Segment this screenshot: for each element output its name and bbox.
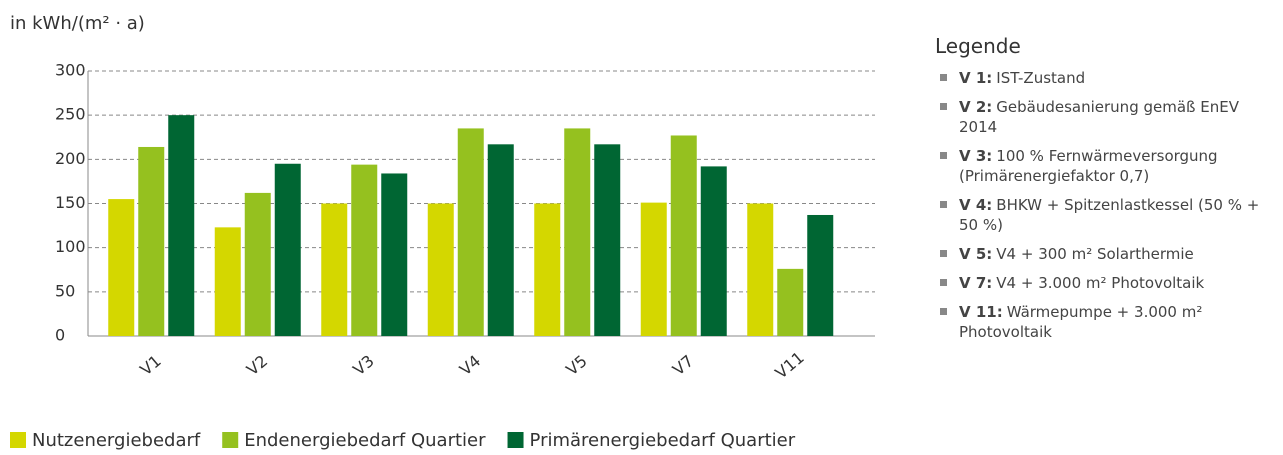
- legend-item-text: Gebäudesanierung gemäß EnEV 2014: [959, 98, 1239, 136]
- legend-item: V 3: 100 % Fernwärmeversorgung (Primärene…: [935, 146, 1275, 186]
- legend-item: V 1: IST-Zustand: [935, 68, 1275, 88]
- bar: [807, 214, 834, 336]
- legend-panel-title: Legende: [935, 34, 1021, 58]
- bar: [168, 115, 195, 337]
- bar: [747, 203, 774, 336]
- bar: [244, 192, 271, 336]
- legend-item-label: V 3:: [959, 147, 993, 165]
- legend-item: V 4: BHKW + Spitzenlastkessel (50 % + 50 …: [935, 195, 1275, 235]
- bar: [564, 128, 591, 336]
- legend-label: Endenergiebedarf Quartier: [244, 430, 486, 451]
- legend-label: Nutzenergiebedarf: [32, 430, 201, 451]
- legend-item-label: V 1:: [959, 69, 993, 87]
- legend-item-text: 100 % Fernwärmeversorgung (Primärenergie…: [959, 147, 1218, 185]
- bar: [777, 268, 804, 336]
- y-tick-label: 50: [55, 281, 75, 300]
- legend-item-text: V4 + 3.000 m² Photovoltaik: [996, 274, 1205, 292]
- legend-item: V 2: Gebäudesanierung gemäß EnEV 2014: [935, 97, 1275, 137]
- bar: [594, 144, 621, 336]
- legend-item-label: V 7:: [959, 274, 993, 292]
- bar: [321, 203, 348, 336]
- legend-item-text: V4 + 300 m² Solarthermie: [996, 245, 1194, 263]
- bar: [381, 173, 408, 336]
- legend-item-label: V 11:: [959, 303, 1003, 321]
- legend-panel: Legende V 1: IST-Zustand V 2: Gebäudesanier…: [935, 34, 1275, 351]
- bar: [670, 135, 697, 336]
- y-tick-label: 200: [55, 149, 86, 168]
- x-tick-label: V7: [669, 351, 697, 379]
- bar: [487, 144, 514, 336]
- y-axis-label: in kWh/(m² · a): [10, 13, 145, 34]
- bar: [138, 146, 165, 336]
- bar: [214, 227, 241, 336]
- legend-item: V 11: Wärmepumpe + 3.000 m² Photovoltaik: [935, 302, 1275, 342]
- legend-item: V 5: V4 + 300 m² Solarthermie: [935, 244, 1275, 264]
- legend-item-text: IST-Zustand: [996, 69, 1086, 87]
- y-tick-label: 150: [55, 193, 86, 212]
- legend-label: Primärenergiebedarf Quartier: [530, 430, 796, 451]
- x-tick-label: V11: [772, 348, 808, 383]
- legend-item-label: V 2:: [959, 98, 993, 116]
- bar: [427, 203, 454, 336]
- x-tick-label: V1: [136, 351, 164, 379]
- legend-swatch: [507, 432, 524, 448]
- legend-swatch: [222, 432, 239, 448]
- y-tick-label: 250: [55, 105, 86, 124]
- legend-item-label: V 4:: [959, 196, 993, 214]
- y-tick-label: 0: [55, 326, 65, 345]
- x-tick-label: V2: [243, 351, 271, 379]
- bar: [457, 128, 484, 336]
- bar: [534, 203, 561, 336]
- legend-item-label: V 5:: [959, 245, 993, 263]
- y-tick-label: 100: [55, 237, 86, 256]
- bar: [351, 164, 378, 336]
- x-tick-label: V4: [456, 351, 484, 379]
- legend-item-text: BHKW + Spitzenlastkessel (50 % + 50 %): [959, 196, 1260, 234]
- x-tick-label: V5: [562, 351, 590, 379]
- bar: [274, 163, 301, 336]
- bar: [108, 199, 135, 336]
- legend-item-text: Wärmepumpe + 3.000 m² Photovoltaik: [959, 303, 1203, 341]
- legend-swatch: [10, 432, 26, 448]
- y-tick-label: 300: [55, 61, 86, 80]
- chart: in kWh/(m² · a) 0 50 100 150 200 250 300 V1 V2 V3…: [10, 13, 875, 451]
- x-tick-label: V3: [349, 351, 377, 379]
- bar: [640, 202, 667, 336]
- bar: [700, 166, 727, 336]
- legend-item: V 7: V4 + 3.000 m² Photovoltaik: [935, 273, 1275, 293]
